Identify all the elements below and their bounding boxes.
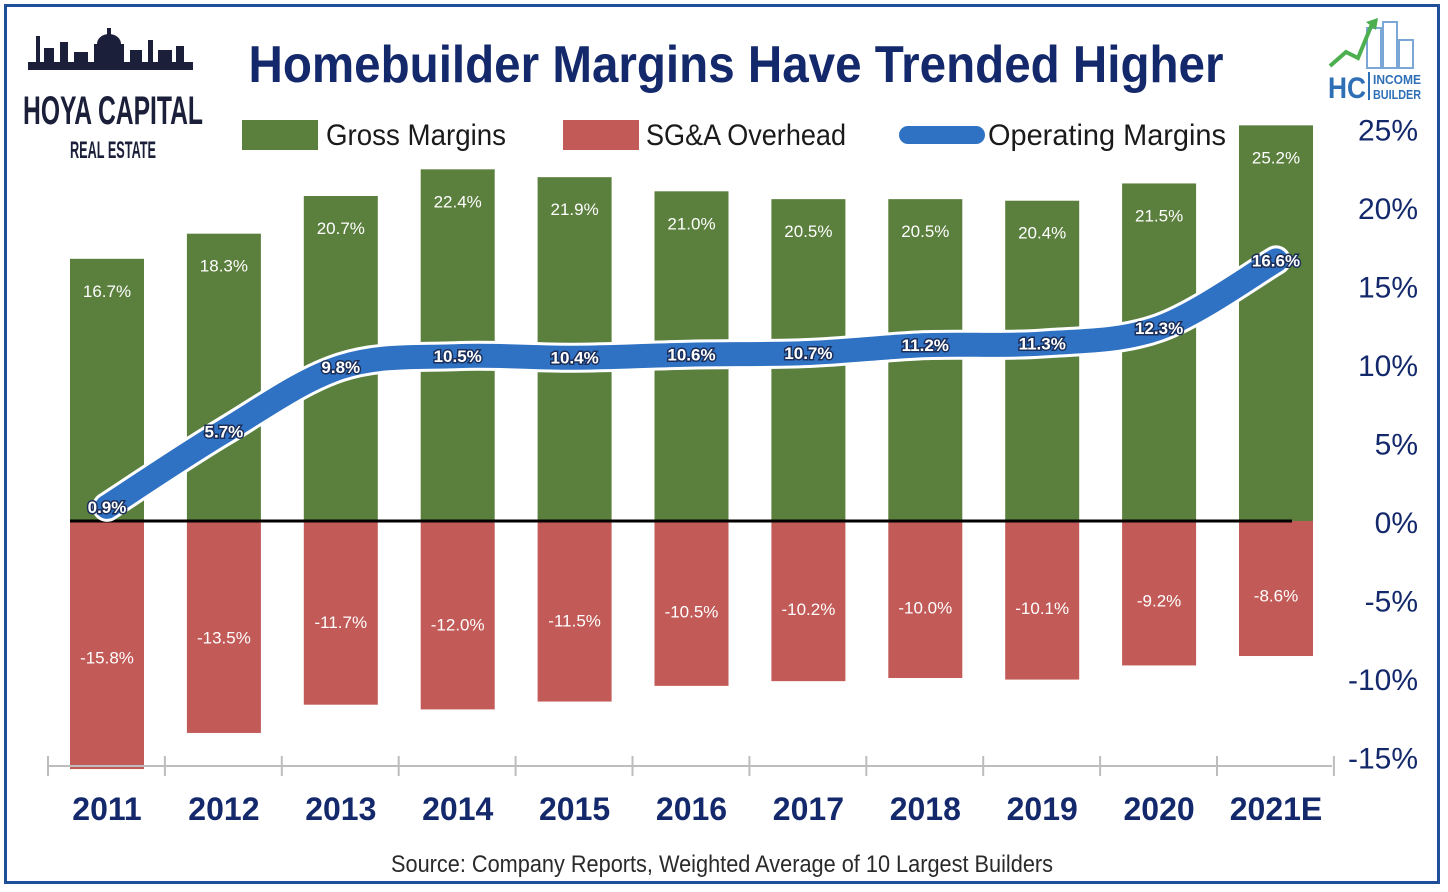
x-tick-label: 2021E <box>1230 791 1323 827</box>
operating-margin-label: 11.3% <box>1019 335 1066 354</box>
gross-margin-label: 21.5% <box>1135 206 1183 225</box>
y-tick-label: -15% <box>1348 743 1418 776</box>
x-tick-label: 2016 <box>656 791 727 827</box>
logo-left-line1: HOYA CAPITAL <box>23 89 203 133</box>
sga-overhead-bar <box>186 521 261 733</box>
source-note: Source: Company Reports, Weighted Averag… <box>391 851 1053 878</box>
operating-margin-label: 12.3% <box>1135 319 1183 338</box>
operating-margin-label: 10.5% <box>434 347 482 366</box>
sga-overhead-bar <box>70 521 144 770</box>
x-tick-label: 2015 <box>539 791 610 827</box>
gross-margin-label: 16.7% <box>83 282 131 301</box>
gross-margin-bar <box>1122 183 1197 521</box>
x-tick-label: 2012 <box>188 791 259 827</box>
gross-margin-label: 20.5% <box>901 222 949 241</box>
x-tick-label: 2020 <box>1124 791 1195 827</box>
operating-margin-label: 10.7% <box>784 344 832 363</box>
x-tick-label: 2017 <box>773 791 844 827</box>
gross-margin-label: 21.9% <box>550 200 598 219</box>
gross-margin-label: 25.2% <box>1252 148 1300 167</box>
plot-area: 16.7% -15.8% 18.3% -13.5% 20.7% -11.7% 22.4% -1… <box>47 115 1418 827</box>
sga-overhead-label: -8.6% <box>1254 586 1298 605</box>
sga-overhead-bar <box>303 521 378 705</box>
logo-right-mark: HC <box>1328 72 1366 105</box>
legend: Gross Margins SG&A Overhead Operating Ma… <box>242 119 1226 152</box>
gross-margin-bar <box>1005 200 1080 521</box>
income-builder-logo: HC INCOME BUILDER <box>1328 18 1422 105</box>
sga-overhead-label: -10.2% <box>781 600 835 619</box>
building-chart-icon <box>1328 18 1414 69</box>
sga-overhead-label: -10.1% <box>1015 599 1069 618</box>
y-tick-label: 10% <box>1358 350 1418 383</box>
sga-overhead-label: -12.0% <box>431 616 485 635</box>
logo-right-line2: BUILDER <box>1373 87 1422 102</box>
sga-overhead-label: -10.0% <box>898 598 952 617</box>
operating-margin-label: 0.9% <box>88 498 127 517</box>
sga-overhead-bar <box>1005 521 1080 680</box>
operating-margin-label: 11.2% <box>902 336 949 355</box>
operating-margin-label: 10.4% <box>550 349 598 368</box>
y-tick-label: -10% <box>1348 664 1418 697</box>
operating-margin-label: 16.6% <box>1252 251 1300 270</box>
logo-left-line2: REAL ESTATE <box>70 137 156 164</box>
y-tick-label: 0% <box>1375 507 1418 540</box>
legend-swatch-sga <box>563 120 639 150</box>
y-tick-label: 20% <box>1358 193 1418 226</box>
skyline-icon <box>28 28 193 70</box>
sga-overhead-bar <box>537 521 612 702</box>
gross-margin-label: 21.0% <box>667 214 715 233</box>
gross-margin-label: 18.3% <box>200 257 248 276</box>
gross-margin-label: 20.4% <box>1018 224 1066 243</box>
operating-margin-line <box>95 248 1288 519</box>
hoya-capital-logo: HOYA CAPITAL REAL ESTATE <box>23 28 203 164</box>
x-tick-label: 2019 <box>1007 791 1078 827</box>
sga-overhead-bar <box>654 521 729 686</box>
logo-right-line1: INCOME <box>1373 72 1421 87</box>
gross-margin-bar <box>1239 125 1313 522</box>
x-tick-label: 2018 <box>890 791 961 827</box>
sga-overhead-label: -11.7% <box>314 613 367 632</box>
y-tick-label: 5% <box>1375 429 1418 462</box>
y-tick-label: 25% <box>1358 115 1418 148</box>
sga-overhead-label: -15.8% <box>80 648 134 667</box>
sga-overhead-label: -11.5% <box>548 611 601 630</box>
sga-overhead-bar <box>1122 521 1197 666</box>
sga-overhead-label: -9.2% <box>1137 591 1181 610</box>
y-tick-label: 15% <box>1358 272 1418 305</box>
sga-overhead-bar <box>420 521 495 710</box>
gross-margin-label: 20.7% <box>317 219 365 238</box>
operating-margin-label: 9.8% <box>321 358 360 377</box>
sga-overhead-bar <box>1239 521 1313 657</box>
legend-label-gross: Gross Margins <box>326 119 506 152</box>
operating-margin-label: 10.6% <box>667 346 715 365</box>
legend-label-sga: SG&A Overhead <box>646 119 846 152</box>
operating-margin-label: 5.7% <box>205 423 244 442</box>
gross-margin-label: 22.4% <box>434 192 482 211</box>
sga-overhead-label: -13.5% <box>197 629 251 648</box>
sga-overhead-bar <box>771 521 846 682</box>
gross-margin-bar <box>186 233 261 521</box>
y-tick-label: -5% <box>1365 586 1418 619</box>
chart-title: Homebuilder Margins Have Trended Higher <box>249 36 1224 94</box>
x-tick-label: 2013 <box>305 791 376 827</box>
sga-overhead-bar <box>888 521 963 678</box>
legend-label-operating: Operating Margins <box>988 119 1226 152</box>
x-tick-label: 2014 <box>422 791 493 827</box>
sga-overhead-label: -10.5% <box>665 603 719 622</box>
x-tick-label: 2011 <box>72 791 141 827</box>
gross-margin-label: 20.5% <box>784 222 832 241</box>
legend-swatch-gross <box>242 120 318 150</box>
